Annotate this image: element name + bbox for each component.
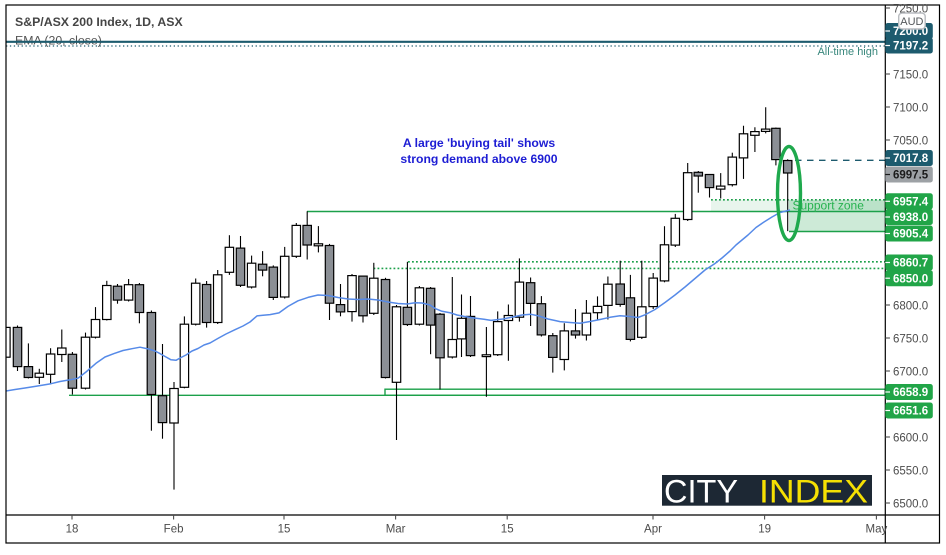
svg-text:6800.0: 6800.0 [893, 300, 928, 312]
svg-text:S&P/ASX 200 Index, 1D, ASX: S&P/ASX 200 Index, 1D, ASX [15, 15, 183, 29]
svg-text:strong demand above 6900: strong demand above 6900 [400, 152, 557, 166]
svg-text:May: May [866, 524, 888, 536]
svg-text:Feb: Feb [164, 524, 184, 536]
svg-text:6700.0: 6700.0 [893, 366, 928, 378]
svg-text:6658.9: 6658.9 [893, 387, 928, 399]
svg-text:All-time high: All-time high [817, 46, 878, 58]
svg-text:6651.6: 6651.6 [893, 406, 928, 418]
svg-text:15: 15 [278, 524, 291, 536]
svg-text:7150.0: 7150.0 [893, 69, 928, 81]
svg-text:Support zone: Support zone [793, 198, 865, 212]
svg-text:7050.0: 7050.0 [893, 135, 928, 147]
svg-text:AUD: AUD [900, 16, 923, 28]
svg-text:7017.8: 7017.8 [893, 153, 929, 165]
svg-text:18: 18 [66, 524, 79, 536]
svg-text:6500.0: 6500.0 [893, 498, 928, 510]
svg-text:6860.7: 6860.7 [893, 258, 928, 270]
svg-text:Mar: Mar [386, 524, 406, 536]
svg-text:A large 'buying tail' shows: A large 'buying tail' shows [403, 136, 556, 150]
svg-text:15: 15 [501, 524, 514, 536]
svg-text:7100.0: 7100.0 [893, 102, 928, 114]
svg-text:6550.0: 6550.0 [893, 465, 928, 477]
svg-text:6750.0: 6750.0 [893, 333, 928, 345]
svg-text:INDEX: INDEX [759, 474, 868, 510]
svg-text:6850.0: 6850.0 [893, 273, 928, 285]
svg-text:6905.4: 6905.4 [893, 229, 929, 241]
svg-text:7197.2: 7197.2 [893, 41, 928, 53]
svg-text:19: 19 [758, 524, 771, 536]
svg-text:CITY: CITY [664, 474, 738, 510]
svg-text:6938.0: 6938.0 [893, 212, 928, 224]
svg-text:6957.4: 6957.4 [893, 197, 929, 209]
svg-text:6600.0: 6600.0 [893, 432, 928, 444]
svg-text:EMA (20, close): EMA (20, close) [15, 33, 102, 47]
svg-text:6997.5: 6997.5 [893, 170, 929, 182]
svg-text:Apr: Apr [644, 524, 662, 536]
